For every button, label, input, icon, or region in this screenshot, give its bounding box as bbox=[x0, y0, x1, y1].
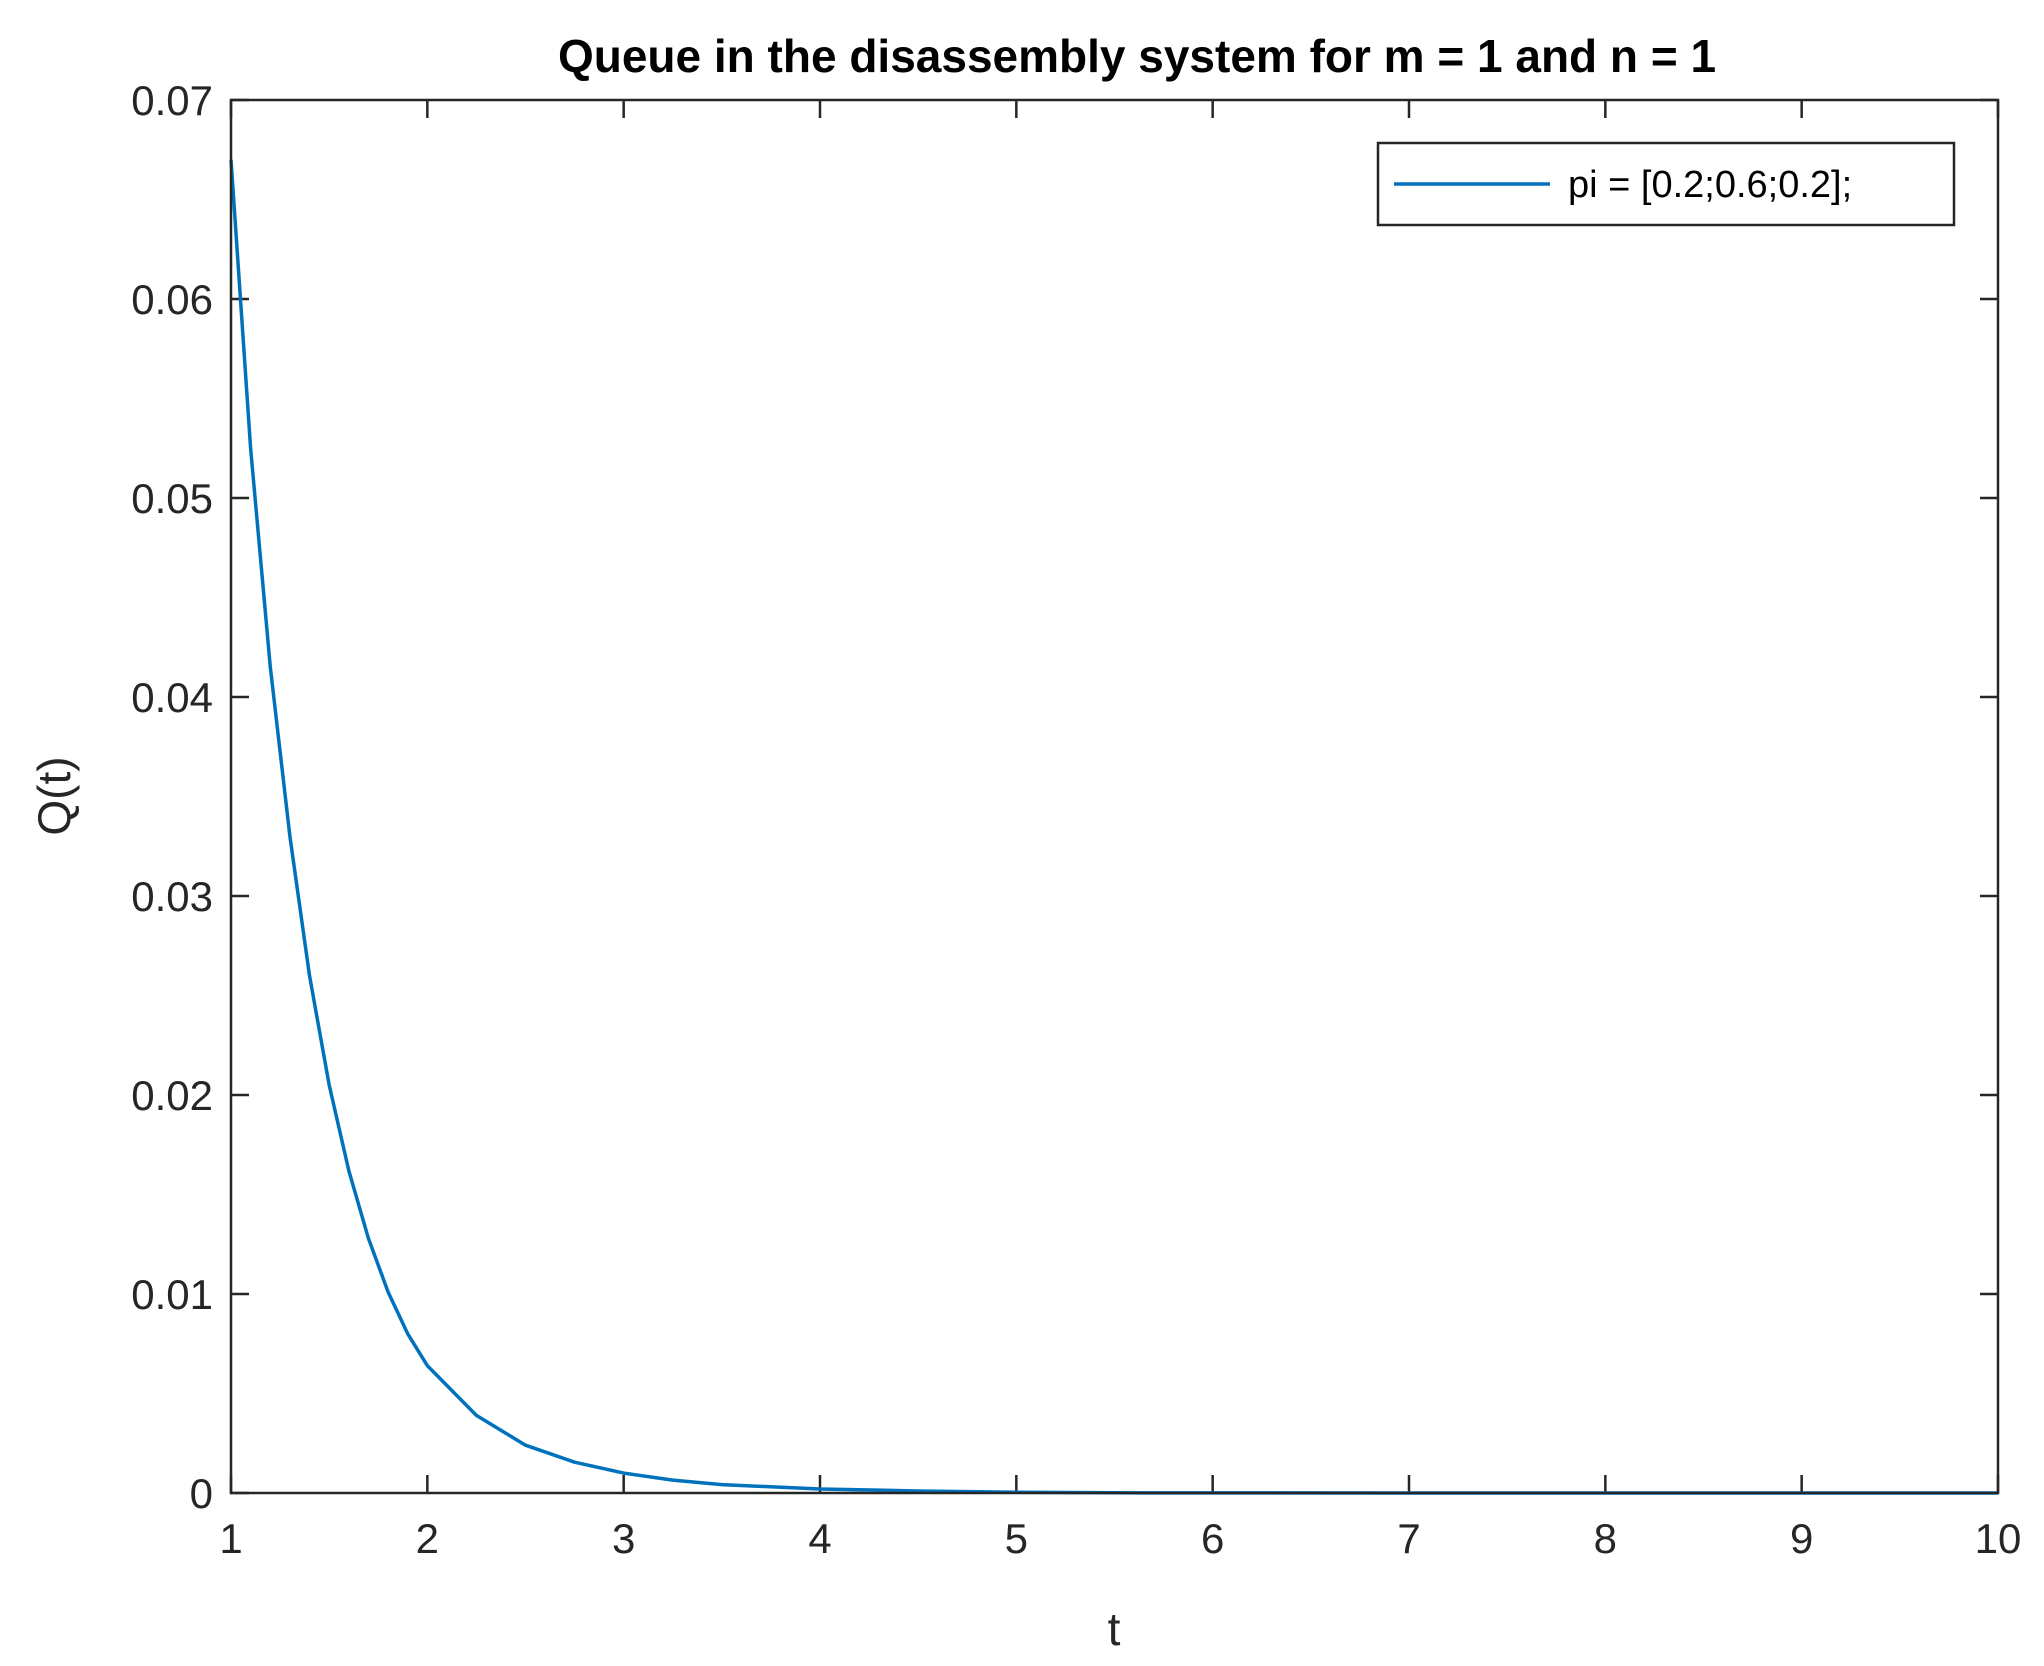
plot-area bbox=[231, 100, 1998, 1493]
x-tick-label: 2 bbox=[416, 1515, 439, 1562]
chart-title: Queue in the disassembly system for m = … bbox=[558, 30, 1716, 82]
tick-labels: 1 2 3 4 5 6 7 8 9 10 0 0.01 0.02 0.03 0.04 0.05 0.06 0.07 bbox=[131, 77, 2021, 1562]
y-tick-label: 0.03 bbox=[131, 873, 213, 920]
y-tick-label: 0.02 bbox=[131, 1072, 213, 1119]
y-tick-label: 0.06 bbox=[131, 276, 213, 323]
x-tick-label: 10 bbox=[1975, 1515, 2022, 1562]
y-tick-label: 0.01 bbox=[131, 1271, 213, 1318]
y-tick-label: 0.07 bbox=[131, 77, 213, 124]
x-tick-label: 6 bbox=[1201, 1515, 1224, 1562]
y-tick-label: 0.04 bbox=[131, 674, 213, 721]
legend: pi = [0.2;0.6;0.2]; bbox=[1376, 141, 1956, 227]
x-tick-label: 8 bbox=[1594, 1515, 1617, 1562]
x-axis-label: t bbox=[1108, 1603, 1121, 1655]
x-tick-label: 9 bbox=[1790, 1515, 1813, 1562]
x-tick-label: 1 bbox=[219, 1515, 242, 1562]
x-tick-label: 4 bbox=[808, 1515, 831, 1562]
x-tick-label: 5 bbox=[1005, 1515, 1028, 1562]
x-tick-label: 3 bbox=[612, 1515, 635, 1562]
x-tick-label: 7 bbox=[1397, 1515, 1420, 1562]
y-tick-label: 0 bbox=[190, 1470, 213, 1517]
axes-box bbox=[229, 98, 2000, 1495]
y-axis-label: Q(t) bbox=[28, 756, 80, 835]
y-tick-label: 0.05 bbox=[131, 475, 213, 522]
legend-label: pi = [0.2;0.6;0.2]; bbox=[1568, 164, 1852, 206]
